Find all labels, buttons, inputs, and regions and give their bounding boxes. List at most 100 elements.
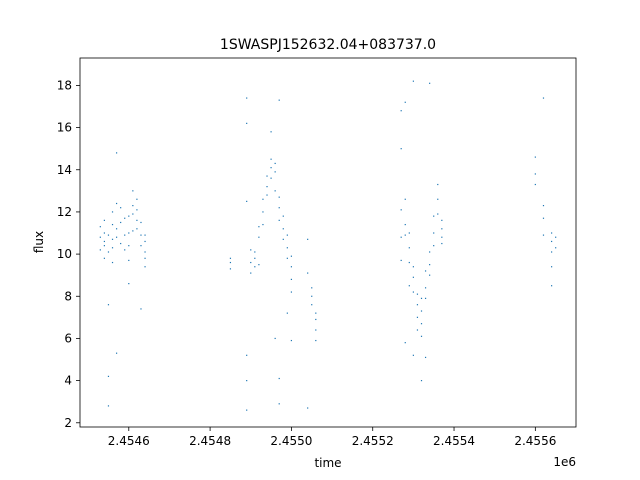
data-point (542, 97, 545, 99)
data-point (441, 236, 443, 238)
data-point (132, 213, 134, 215)
data-point (111, 223, 114, 226)
data-point (400, 148, 402, 150)
data-point (551, 232, 553, 234)
data-point (404, 223, 406, 226)
data-point (140, 221, 142, 224)
data-point (408, 285, 410, 287)
data-point (307, 272, 309, 274)
data-point (266, 186, 268, 188)
data-point (128, 245, 130, 247)
data-point (262, 198, 264, 200)
data-point (99, 236, 101, 238)
data-point (408, 232, 410, 234)
x-tick-label: 2.4546 (108, 434, 150, 448)
data-point (282, 215, 284, 217)
data-point (124, 217, 126, 219)
data-point (311, 287, 313, 289)
data-point (400, 236, 402, 238)
data-point (246, 409, 248, 411)
data-point (103, 257, 105, 259)
data-point (551, 266, 553, 268)
data-point (115, 352, 118, 354)
data-point (441, 242, 443, 245)
data-point (274, 171, 276, 173)
data-point (412, 354, 414, 356)
data-point (404, 101, 406, 103)
data-point (229, 257, 232, 259)
chart-title: 1SWASPJ152632.04+083737.0 (220, 37, 436, 53)
data-point (290, 339, 293, 342)
data-point (99, 226, 101, 228)
data-point (307, 238, 309, 240)
data-point (124, 234, 126, 236)
data-point (290, 278, 293, 280)
data-point (115, 202, 118, 205)
data-point (111, 211, 114, 213)
data-point (408, 247, 410, 249)
data-point (270, 177, 272, 179)
y-tick-label: 12 (57, 205, 72, 219)
x-axis: 2.4546 2.4548 2.4550 2.4552 2.4554 2.4556 (108, 427, 556, 448)
data-point (290, 255, 293, 257)
data-point (103, 245, 105, 247)
data-point (315, 329, 317, 331)
data-point (250, 249, 252, 251)
data-point (246, 200, 248, 202)
data-point (420, 323, 423, 325)
data-point (282, 238, 284, 240)
data-point (258, 264, 260, 266)
data-point (278, 219, 280, 221)
data-point (416, 304, 419, 306)
data-point (270, 131, 272, 133)
plot-frame (79, 57, 577, 428)
data-point (441, 219, 443, 221)
data-point (132, 205, 134, 207)
data-point (107, 234, 110, 236)
x-tick-label: 2.4550 (270, 434, 312, 448)
data-point (278, 196, 280, 198)
data-point (404, 198, 406, 200)
data-point (250, 272, 252, 274)
data-point (103, 219, 105, 221)
data-point (128, 232, 130, 234)
data-point (103, 240, 105, 243)
data-point (274, 190, 276, 192)
data-point (290, 266, 293, 268)
data-point (107, 405, 110, 407)
data-point (400, 209, 402, 211)
data-point (282, 228, 284, 230)
y-tick-label: 10 (57, 247, 72, 261)
data-point (246, 380, 248, 382)
data-point (420, 297, 423, 299)
data-point (136, 228, 138, 230)
data-point (107, 304, 110, 306)
data-point (555, 247, 557, 249)
data-point (286, 247, 288, 249)
y-tick-label: 6 (64, 331, 72, 345)
data-point (551, 285, 553, 287)
data-point (429, 82, 431, 84)
data-point (412, 291, 414, 293)
data-point (416, 293, 419, 295)
data-point (254, 257, 256, 259)
data-point (270, 167, 272, 169)
x-tick-label: 2.4556 (514, 434, 556, 448)
data-point (542, 205, 545, 207)
data-point (144, 266, 146, 268)
data-point (107, 375, 110, 377)
data-point (420, 380, 423, 382)
data-point (258, 236, 260, 238)
data-point (140, 234, 142, 236)
y-tick-label: 14 (57, 163, 72, 177)
data-point (433, 232, 435, 234)
data-point (136, 198, 138, 200)
data-point (420, 310, 423, 312)
data-point (140, 308, 142, 310)
data-point (115, 228, 118, 230)
data-point (258, 226, 260, 228)
y-axis: 2 4 6 8 10 12 14 16 18 (57, 78, 80, 430)
data-point (144, 257, 146, 259)
data-point (229, 261, 232, 264)
data-point (429, 264, 431, 266)
